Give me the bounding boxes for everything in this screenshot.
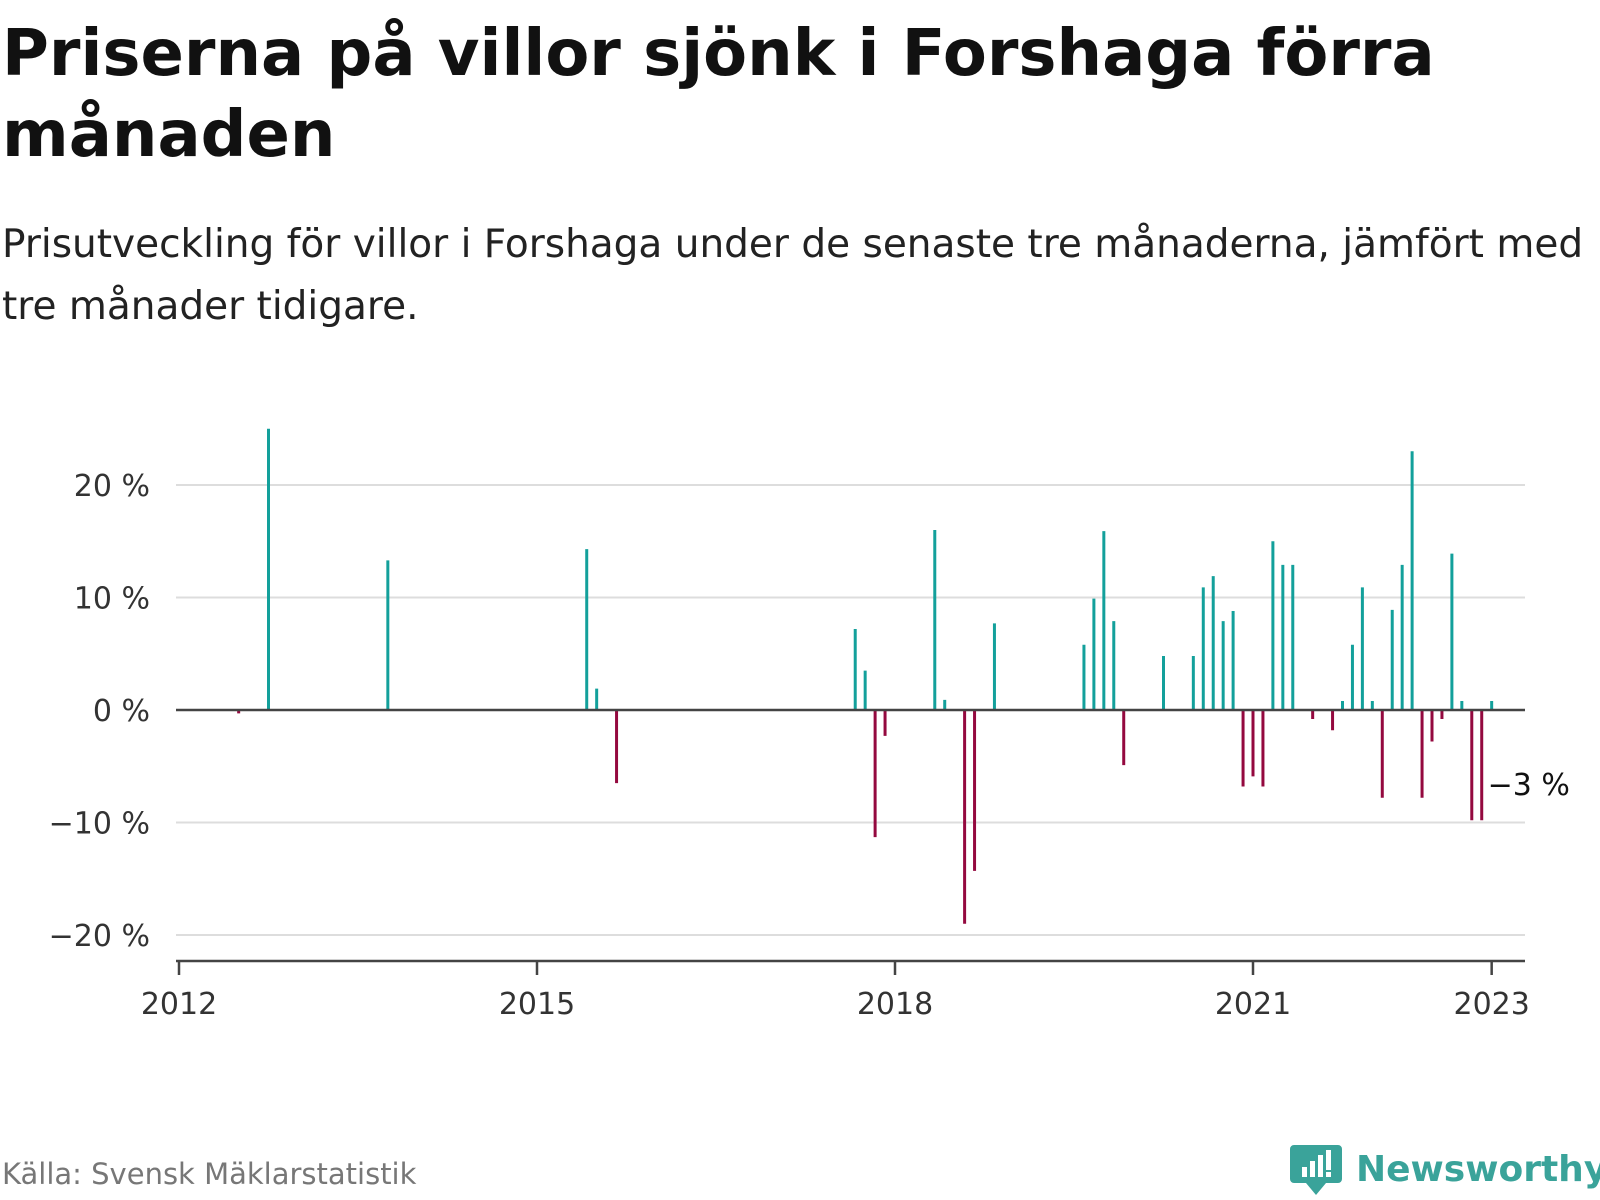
y-tick-label: 10 %: [74, 582, 150, 617]
bar: [1331, 710, 1335, 731]
bar: [1390, 609, 1394, 710]
bar: [1291, 564, 1295, 710]
x-tick-label: 2018: [857, 987, 933, 1022]
bar: [1400, 564, 1404, 710]
bar: [973, 710, 977, 871]
bar: [1092, 598, 1096, 710]
y-tick-label: 0 %: [93, 694, 150, 729]
brand-logo: Newsworthy: [1290, 1141, 1600, 1197]
bar: [1112, 621, 1116, 710]
bar: [1360, 587, 1364, 710]
bar: [1162, 656, 1165, 710]
bar: [873, 710, 877, 838]
bar: [883, 710, 887, 736]
x-tick-label: 2015: [499, 987, 575, 1022]
bar: [943, 699, 947, 710]
bar: [1311, 710, 1315, 719]
brand-name: Newsworthy: [1356, 1148, 1600, 1190]
bar: [1341, 701, 1344, 710]
bar: [1122, 710, 1126, 766]
bar-chart: 20 % 10 % 0 % −10 % −20 % 2012 2015 2018 2021 202…: [49, 428, 1573, 1022]
bar: [1241, 710, 1245, 787]
bar: [237, 710, 241, 714]
bar: [1450, 553, 1454, 710]
bar: [615, 710, 619, 784]
bar: [1102, 531, 1106, 710]
bar: [1211, 576, 1215, 710]
bar: [1410, 451, 1414, 710]
bar: [1440, 710, 1444, 719]
bar: [1490, 701, 1494, 710]
bar: [1460, 701, 1464, 710]
bar: [595, 688, 599, 710]
chart-subtitle: Prisutveckling för villor i Forshaga und…: [2, 222, 1584, 329]
bar: [1231, 611, 1235, 710]
bar: [267, 428, 270, 710]
bar: [1420, 710, 1424, 798]
bar: [853, 629, 857, 710]
bar: [1430, 710, 1434, 742]
bar: [992, 623, 996, 710]
bar: [1221, 621, 1225, 710]
source-note: Källa: Svensk Mäklarstatistik: [2, 1157, 417, 1191]
bar: [1261, 710, 1265, 787]
bar: [585, 549, 589, 710]
bar: [933, 530, 937, 710]
latest-value-label: −3 %: [1488, 768, 1570, 803]
y-tick-label: −20 %: [49, 919, 150, 954]
bar: [1350, 644, 1354, 710]
bar: [1271, 541, 1275, 710]
bar: [1470, 710, 1474, 821]
bar: [1281, 564, 1285, 710]
chart-title: Priserna på villor sjönk i Forshaga förr…: [2, 17, 1435, 172]
bar: [1191, 656, 1195, 710]
x-tick-label: 2023: [1453, 987, 1529, 1022]
bar: [386, 560, 390, 710]
y-tick-label: 20 %: [74, 469, 150, 504]
bar: [1370, 701, 1374, 710]
newsworthy-logo-icon: [1290, 1145, 1342, 1195]
y-tick-label: −10 %: [49, 807, 150, 842]
bar: [1480, 710, 1484, 821]
bar: [1201, 587, 1205, 710]
bar: [1082, 644, 1086, 710]
x-tick-label: 2012: [141, 987, 217, 1022]
bar: [1380, 710, 1384, 798]
bar: [863, 670, 867, 710]
bar: [963, 710, 967, 924]
x-tick-label: 2021: [1215, 987, 1291, 1022]
bar: [1251, 710, 1255, 777]
